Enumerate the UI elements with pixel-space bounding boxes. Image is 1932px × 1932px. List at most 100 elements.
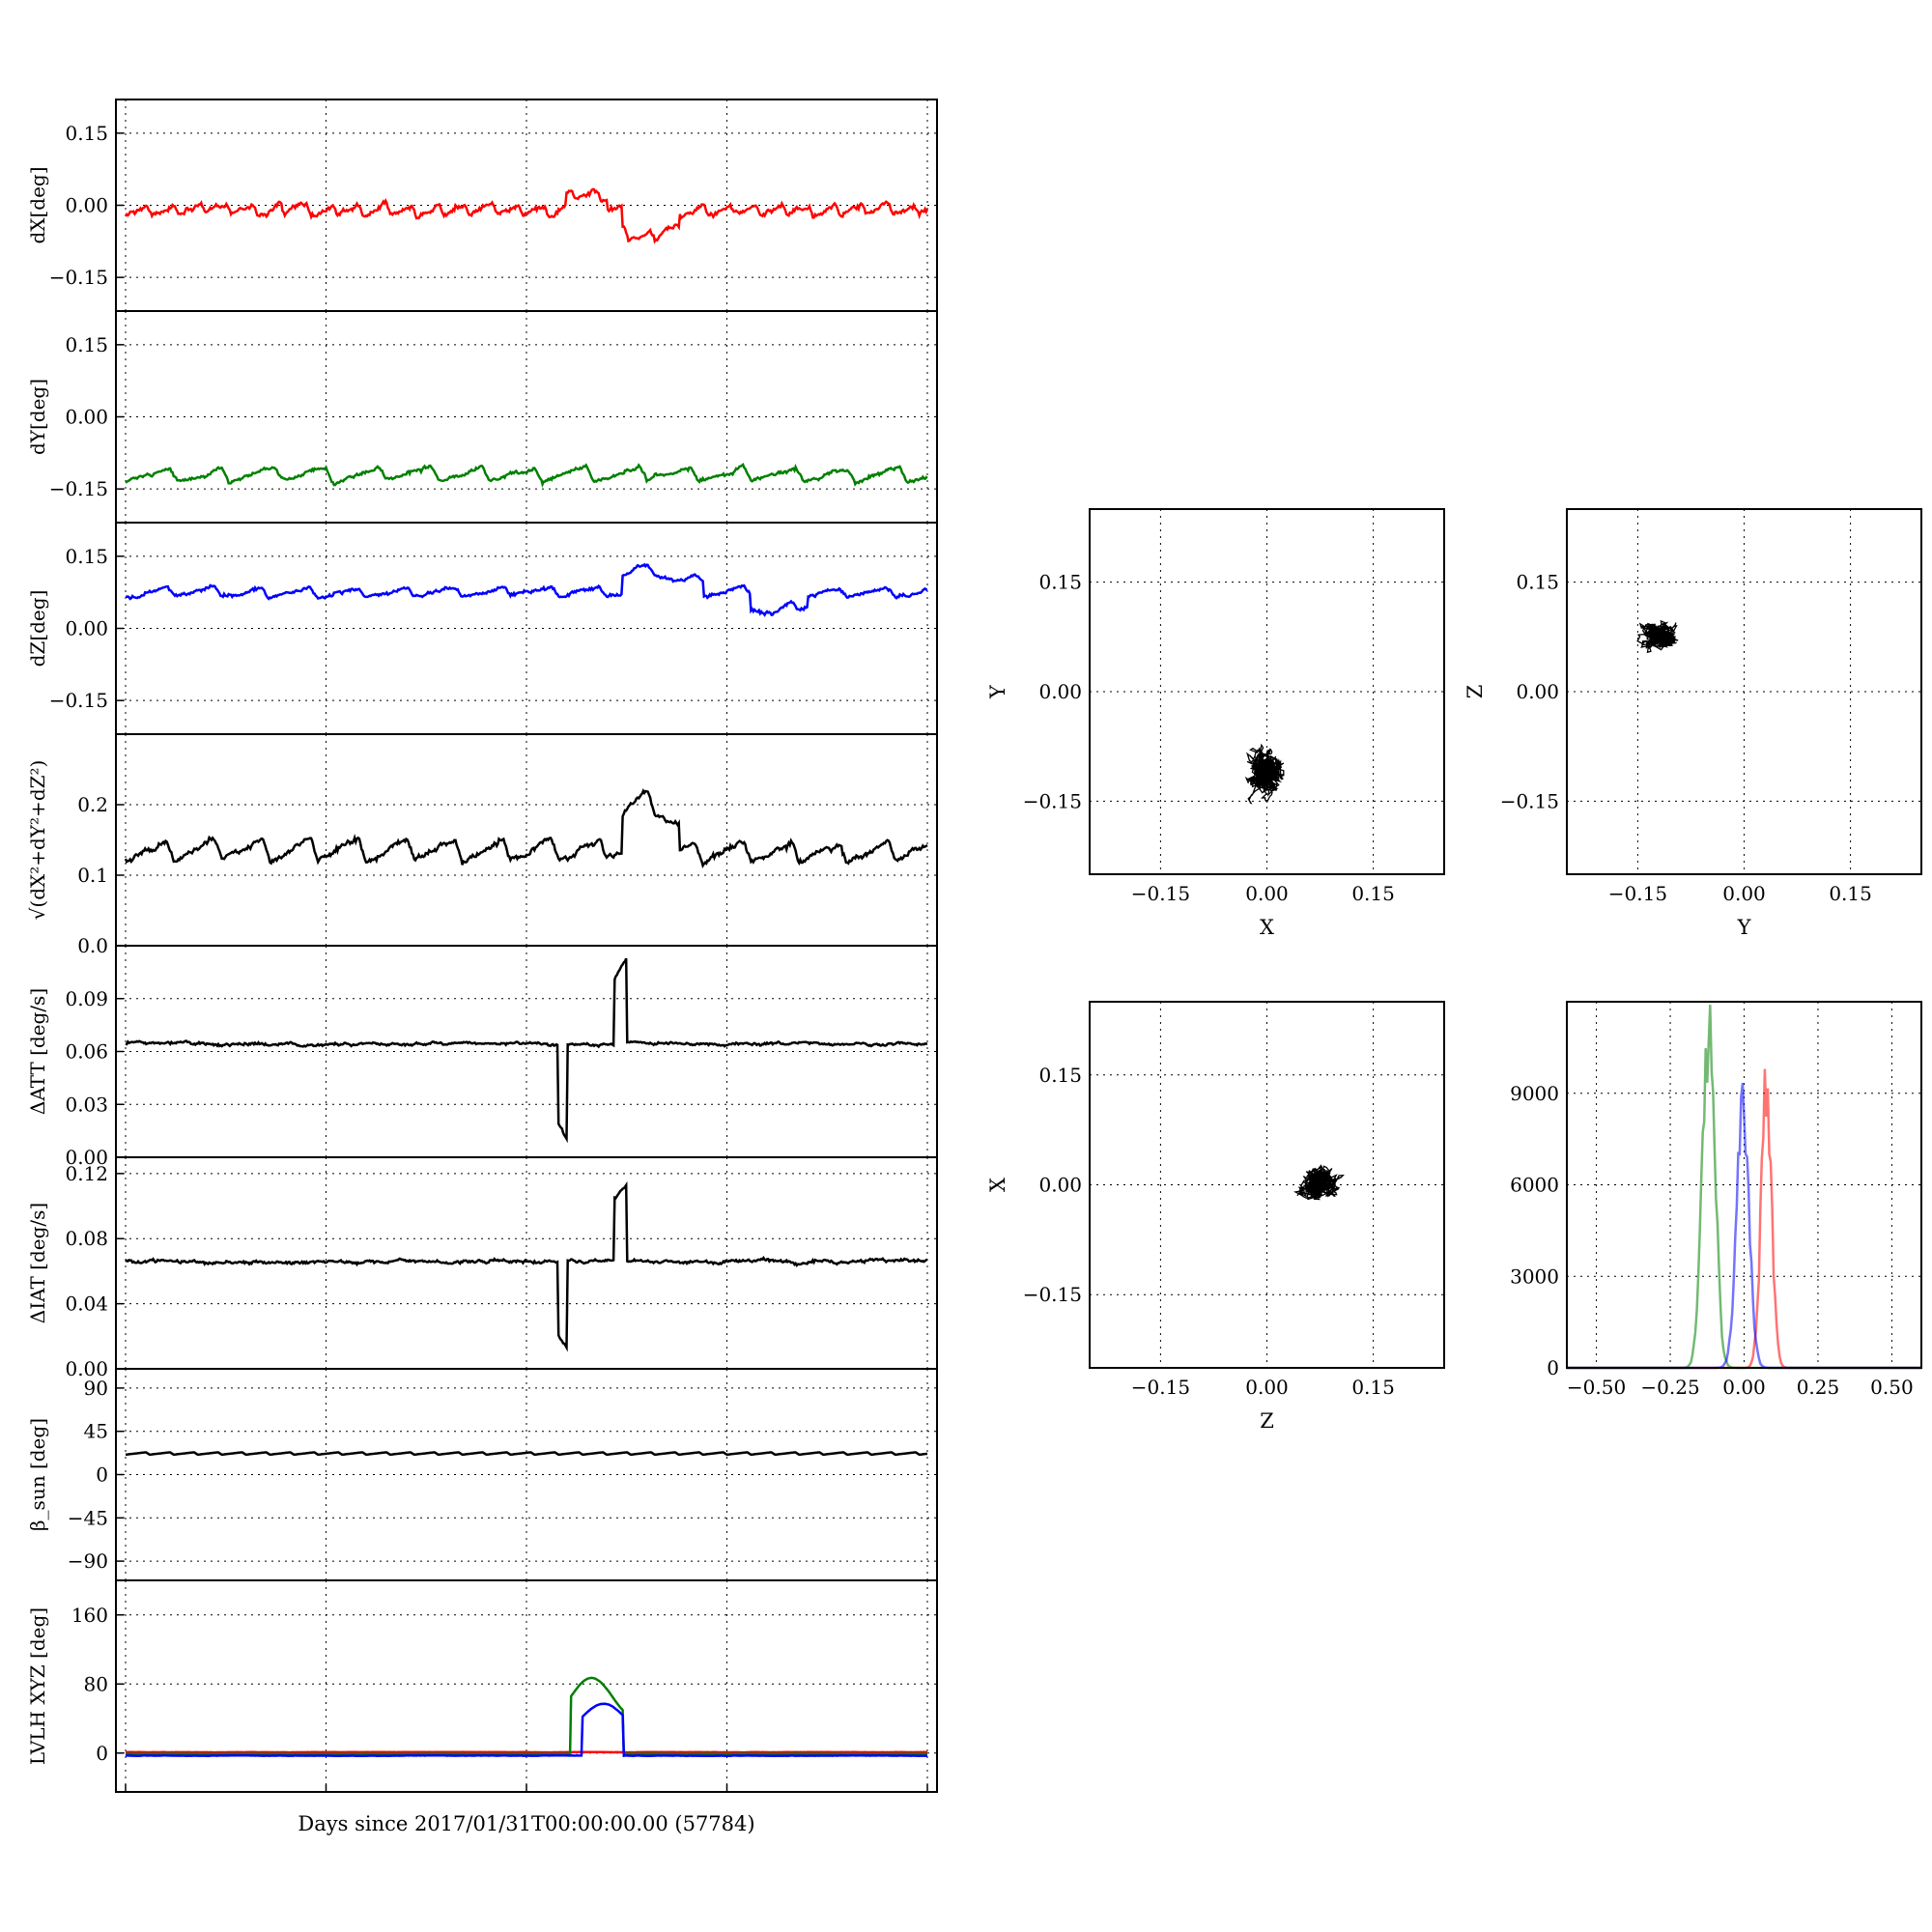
xtick-label-1: 0.00 (1722, 882, 1766, 905)
trajectory-xy (1244, 743, 1285, 805)
xtick-label-0: −0.50 (1567, 1376, 1626, 1399)
xtick-label-4: 0.50 (1870, 1376, 1914, 1399)
series-lvlh-0 (126, 1750, 927, 1754)
ytick-label-0: −0.15 (1023, 789, 1082, 812)
ytick-label-2: 0.04 (65, 1293, 108, 1316)
ytick-label-1: 0.00 (65, 617, 108, 640)
panel-datt: 0.09 0.06 0.03 0.00 ΔATT [deg/s] (26, 945, 938, 1169)
x-axis-label: Days since 2017/01/31T00:00:00.00 (57784… (298, 1812, 754, 1835)
xtick-label-1: 0.00 (1245, 882, 1289, 905)
ytick-label-2: 0.0 (77, 934, 108, 957)
ytick-label-0: 0.15 (65, 545, 108, 568)
ylabel-beta: β_sun [deg] (26, 1418, 49, 1531)
ytick-label-3: 0.00 (65, 1357, 108, 1380)
ytick-label-4: −90 (68, 1549, 108, 1573)
ylabel-dr: √(dX²+dY²+dZ²) (26, 760, 49, 921)
ylabel-dy: dY[deg] (26, 379, 49, 455)
ytick-label-0: 9000 (1510, 1082, 1559, 1105)
ytick-label-1: 0.08 (65, 1227, 108, 1250)
xtick-label-0: −0.15 (1131, 1376, 1190, 1399)
ytick-label-3: 0.00 (65, 1146, 108, 1169)
axes-frame-hist (1566, 1001, 1922, 1369)
ylabel-xy: Y (986, 684, 1009, 699)
ytick-label-2: −0.15 (49, 477, 108, 500)
series-dx-0 (124, 187, 929, 244)
trajectory-yz (1636, 619, 1679, 654)
xlabel-zx: Z (1260, 1409, 1274, 1433)
ytick-label-0: 0.15 (65, 333, 108, 356)
xtick-label-2: 0.00 (1722, 1376, 1766, 1399)
ytick-label-1: 0.00 (1038, 1174, 1082, 1197)
trajectory-zx (1293, 1164, 1345, 1201)
ytick-label-0: −0.15 (1500, 789, 1559, 812)
series-datt-0 (125, 957, 928, 1144)
ytick-label-1: 0.00 (1038, 680, 1082, 703)
xlabel-xy: X (1260, 916, 1274, 939)
ytick-label-2: 0.15 (1516, 571, 1559, 594)
series-lvlh-1 (126, 1676, 927, 1756)
ytick-label-0: 0.09 (65, 987, 108, 1010)
panel-lvlh: 160 80 0 LVLH XYZ [deg] (26, 1579, 938, 1793)
series-beta-0 (125, 1451, 928, 1457)
scatter-and-histogram-panels: −0.15 0.00 0.15 −0.15 0.00 0.15 X Y −0.15 0.00 0.1… (986, 508, 1922, 1433)
ylabel-dx: dX[deg] (26, 166, 49, 243)
ytick-label-0: 0.15 (65, 122, 108, 145)
ytick-label-0: 0.2 (77, 793, 108, 816)
xtick-label-0: −0.15 (1131, 882, 1190, 905)
ytick-label-0: 160 (71, 1604, 108, 1627)
xtick-label-1: 0.00 (1245, 1376, 1289, 1399)
axes-frame-xy (1089, 508, 1445, 875)
series-dz-0 (125, 562, 928, 617)
xtick-label-1: −0.25 (1640, 1376, 1699, 1399)
panel-dr: 0.2 0.1 0.0 √(dX²+dY²+dZ²) (26, 733, 938, 957)
panel-beta: 90 45 0 −45 −90 β_sun [deg] (26, 1368, 938, 1581)
ylabel-yz: Z (1463, 685, 1487, 699)
panel-xy: −0.15 0.00 0.15 −0.15 0.00 0.15 X Y (986, 508, 1445, 939)
ytick-label-2: 0 (96, 1463, 108, 1487)
xtick-label-2: 0.15 (1829, 882, 1872, 905)
axes-frame-lvlh (115, 1579, 938, 1793)
ytick-label-1: 0.06 (65, 1040, 108, 1064)
ytick-label-2: 0 (96, 1742, 108, 1765)
xtick-label-3: 0.25 (1797, 1376, 1840, 1399)
ytick-label-1: 0.1 (77, 864, 108, 887)
ylabel-lvlh: LVLH XYZ [deg] (26, 1607, 49, 1765)
ytick-label-3: 0 (1547, 1356, 1559, 1379)
ylabel-diat: ΔIAT [deg/s] (26, 1203, 49, 1323)
ylabel-datt: ΔATT [deg/s] (26, 988, 49, 1115)
ytick-label-0: −0.15 (1023, 1283, 1082, 1306)
axes-frame-dr (115, 733, 938, 947)
time-series-panels: 0.150.00−0.15dX[deg]0.150.00−0.15dY[deg]… (26, 99, 938, 1793)
xtick-label-2: 0.15 (1351, 882, 1395, 905)
panel-yz: −0.15 0.00 0.15 −0.15 0.00 0.15 Y Z (1463, 508, 1922, 939)
ytick-label-1: 45 (84, 1420, 108, 1443)
xtick-label-0: −0.15 (1608, 882, 1667, 905)
ytick-label-2: 0.03 (65, 1093, 108, 1116)
ytick-label-2: 0.15 (1038, 571, 1082, 594)
ytick-label-1: 0.00 (65, 194, 108, 217)
ytick-label-2: 3000 (1510, 1264, 1559, 1288)
ytick-label-3: −45 (68, 1506, 108, 1529)
ytick-label-1: 80 (84, 1672, 108, 1695)
ylabel-zx: X (986, 1178, 1009, 1192)
axes-frame-yz (1566, 508, 1922, 875)
panel-hist: −0.50 −0.25 0.00 0.25 0.50 9000 6000 3000 0 (1510, 1001, 1922, 1399)
ytick-label-2: −0.15 (49, 689, 108, 712)
ytick-label-1: 6000 (1510, 1174, 1559, 1197)
xtick-label-2: 0.15 (1351, 1376, 1395, 1399)
series-diat-0 (125, 1180, 928, 1352)
xlabel-yz: Y (1737, 916, 1752, 939)
series-dr-0 (124, 788, 928, 868)
ytick-label-0: 0.12 (65, 1162, 108, 1185)
panel-zx: −0.15 0.00 0.15 −0.15 0.00 0.15 Z X (986, 1001, 1445, 1433)
ytick-label-2: 0.15 (1038, 1064, 1082, 1087)
series-dy-0 (125, 462, 928, 488)
ylabel-dz: dZ[deg] (26, 590, 49, 668)
ytick-label-1: 0.00 (1516, 680, 1559, 703)
panel-diat: 0.12 0.08 0.04 0.00 ΔIAT [deg/s] (26, 1156, 938, 1380)
ytick-label-2: −0.15 (49, 266, 108, 289)
